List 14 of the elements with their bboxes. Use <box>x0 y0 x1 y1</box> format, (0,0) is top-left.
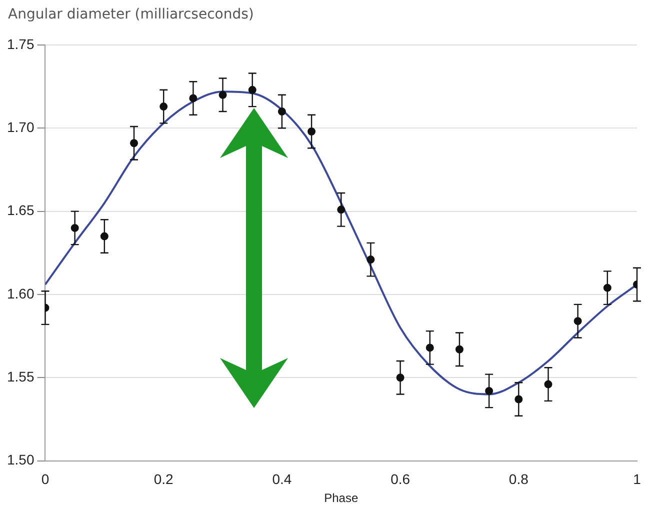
x-tick-label: 0.6 <box>390 471 410 488</box>
y-axis-title: Angular diameter (milliarcseconds) <box>8 6 254 23</box>
x-tick-label: 0.2 <box>154 471 174 488</box>
x-axis-title: Phase <box>324 491 358 506</box>
x-tick-label: 0.8 <box>508 471 529 488</box>
x-tick-label: 0 <box>41 471 50 488</box>
x-tick-label: 1 <box>633 471 642 488</box>
y-tick-label: 1.65 <box>7 202 34 218</box>
y-tick-label: 1.60 <box>7 285 34 302</box>
y-tick-label: 1.70 <box>7 119 34 136</box>
y-tick-label: 1.50 <box>7 452 34 468</box>
y-tick-label: 1.55 <box>7 368 34 384</box>
y-tick-label: 1.75 <box>7 36 34 52</box>
x-tick-label: 0.4 <box>272 471 292 488</box>
